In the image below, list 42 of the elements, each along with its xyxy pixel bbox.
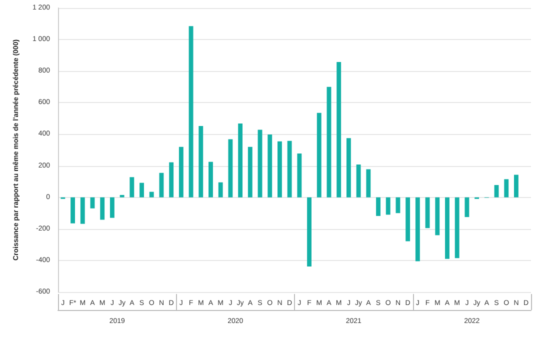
bar [238, 123, 243, 198]
bar [346, 138, 351, 198]
bar [435, 197, 440, 236]
bar [140, 182, 144, 198]
bar [80, 197, 85, 224]
bar [169, 162, 174, 198]
bar [445, 197, 450, 259]
bar [406, 197, 410, 242]
bar [258, 130, 262, 198]
bar [494, 185, 499, 198]
bar [326, 86, 332, 198]
bar [464, 197, 470, 218]
bar [90, 197, 95, 208]
bar [218, 182, 223, 198]
bar [415, 197, 420, 262]
bar [366, 169, 371, 198]
bar [316, 112, 322, 198]
bar [149, 192, 154, 198]
bar [307, 197, 312, 266]
bar [268, 134, 272, 198]
bar [120, 194, 124, 198]
bar [386, 197, 390, 215]
bar [376, 197, 380, 216]
bar [504, 179, 509, 198]
bar [208, 162, 213, 198]
bar [188, 26, 194, 198]
bar [514, 174, 518, 198]
bar [287, 140, 292, 198]
bar [110, 197, 114, 218]
bar [178, 146, 184, 198]
bar [100, 197, 105, 220]
bar [70, 197, 75, 224]
bar [278, 141, 282, 198]
bar [454, 197, 460, 258]
bar [228, 139, 233, 198]
bar [198, 126, 204, 198]
bar [159, 172, 164, 198]
bar [130, 177, 134, 198]
bar [356, 164, 361, 198]
bar [336, 62, 342, 198]
bar [248, 146, 252, 198]
bar [297, 153, 302, 198]
